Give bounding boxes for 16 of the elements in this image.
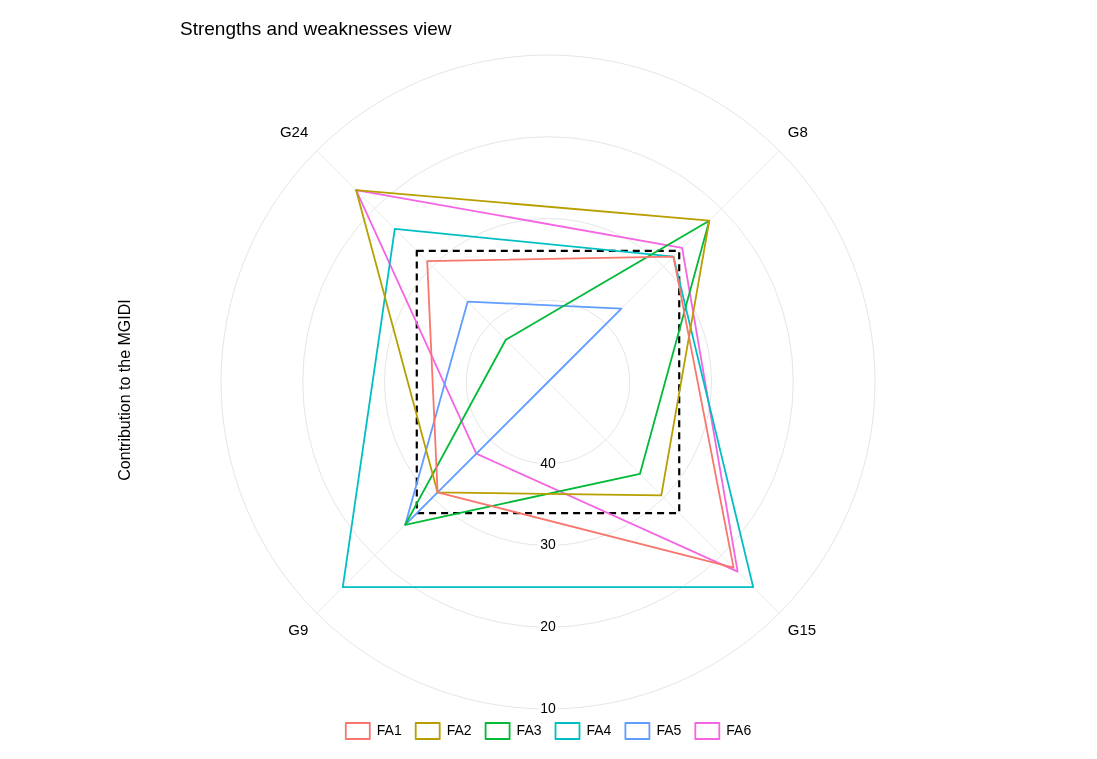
y-tick-label: 10 bbox=[540, 699, 556, 716]
legend-label: FA1 bbox=[376, 721, 402, 738]
legend-label: FA4 bbox=[586, 721, 612, 738]
chart-title: Strengths and weaknesses view bbox=[180, 18, 452, 40]
y-tick-label: 40 bbox=[540, 454, 556, 471]
spoke-label: G24 bbox=[279, 123, 309, 141]
legend-label: FA2 bbox=[446, 721, 472, 738]
y-tick-label: 30 bbox=[540, 536, 556, 553]
spoke-label: G15 bbox=[787, 620, 817, 638]
spoke-label: G9 bbox=[288, 620, 309, 638]
legend-label: FA5 bbox=[656, 721, 682, 738]
spoke-label: G8 bbox=[787, 123, 808, 141]
text: Contribution to the MGIDI bbox=[116, 299, 134, 481]
y-tick-label: 20 bbox=[540, 618, 556, 635]
legend-label: FA6 bbox=[726, 721, 752, 738]
legend-label: FA3 bbox=[516, 721, 542, 738]
